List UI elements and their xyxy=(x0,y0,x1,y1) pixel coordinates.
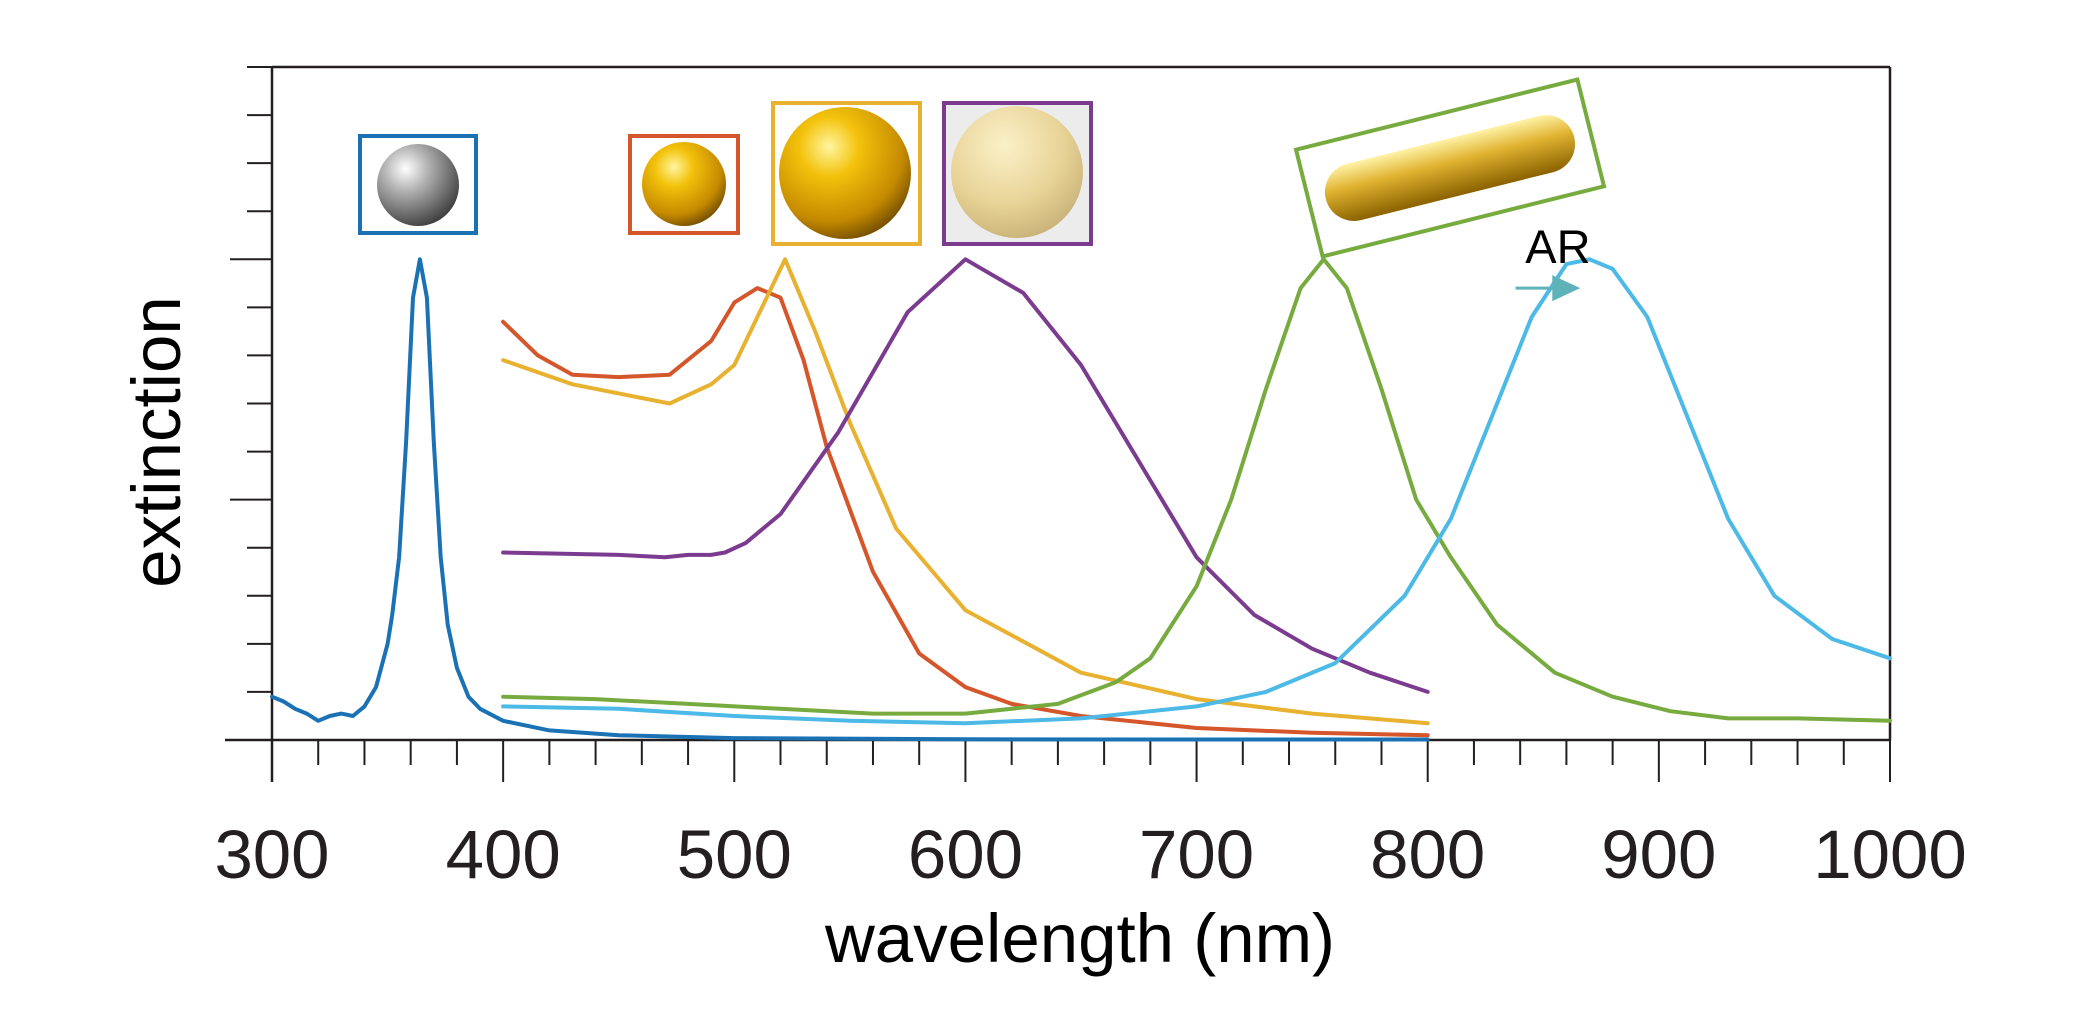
particle-insets xyxy=(358,77,1607,259)
small-gold-sphere-icon xyxy=(642,142,726,226)
x-tick-label: 1000 xyxy=(1813,816,1967,893)
annotation-label: AR xyxy=(1525,220,1590,273)
silver-sphere-inset xyxy=(358,134,478,235)
axes: 300 400 500 600 700 800 900 1000 xyxy=(214,65,1967,893)
series-line-4 xyxy=(501,257,1430,694)
gold-nanorod-inset xyxy=(1293,77,1607,259)
pale-gold-sphere-inset xyxy=(942,101,1093,246)
annotation-arrow-head xyxy=(1552,275,1581,302)
small-gold-sphere-inset xyxy=(628,134,740,235)
x-tick-label: 400 xyxy=(446,816,561,893)
large-gold-sphere-inset xyxy=(771,101,922,246)
annotations: AR xyxy=(1515,220,1591,302)
y-axis-title: extinction xyxy=(118,296,195,588)
pale-gold-sphere-icon xyxy=(951,106,1083,238)
x-tick-label: 600 xyxy=(908,816,1023,893)
gold-nanorod-icon xyxy=(1324,115,1576,221)
x-tick-label: 500 xyxy=(677,816,792,893)
x-tick-label: 300 xyxy=(214,816,329,893)
series-line-1 xyxy=(270,257,1430,742)
series-line-6 xyxy=(501,257,1892,726)
series-lines xyxy=(270,257,1892,742)
x-tick-label: 900 xyxy=(1601,816,1716,893)
large-gold-sphere-icon xyxy=(779,107,911,239)
x-axis-title: wavelength (nm) xyxy=(824,900,1335,977)
series-line-2 xyxy=(501,286,1430,738)
series-line-3 xyxy=(501,257,1430,726)
silver-sphere-icon xyxy=(377,144,459,226)
x-tick-label: 800 xyxy=(1370,816,1485,893)
series-line-5 xyxy=(501,257,1892,723)
x-tick-label: 700 xyxy=(1139,816,1254,893)
